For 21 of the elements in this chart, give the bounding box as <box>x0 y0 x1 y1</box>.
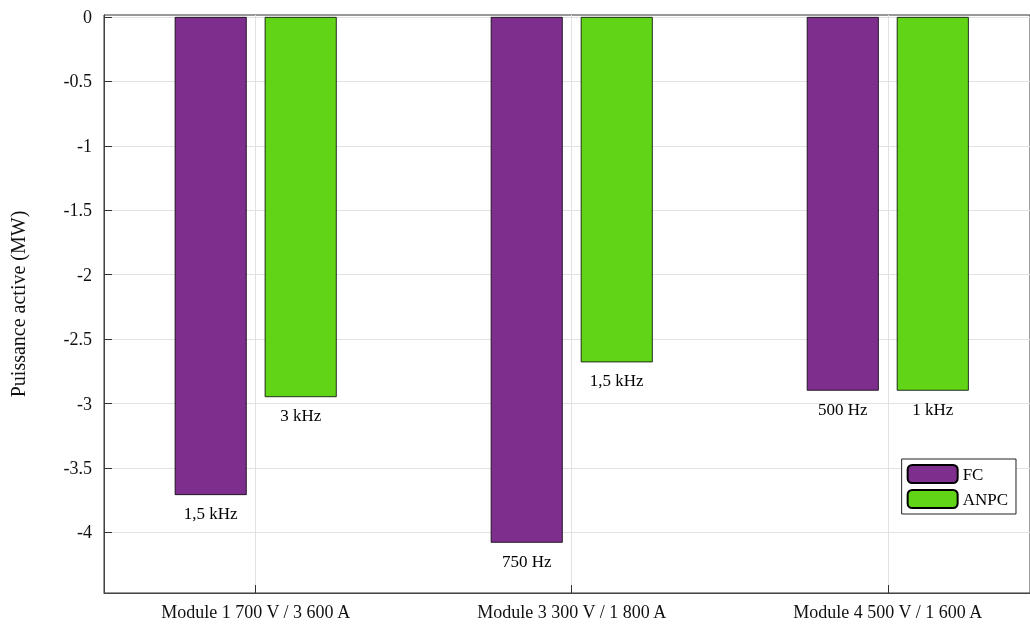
y-tick-label: -2 <box>77 264 92 285</box>
y-tick-label: -3.5 <box>63 457 92 478</box>
x-tick-label: Module 1 700 V / 3 600 A <box>161 602 351 622</box>
annotation: 750 Hz <box>501 551 552 571</box>
annotation: 1 kHz <box>912 399 954 419</box>
legend-label: FC <box>962 464 984 484</box>
annotation: 3 kHz <box>280 406 322 426</box>
x-tick-label: Module 4 500 V / 1 600 A <box>793 602 983 622</box>
annotation: 1,5 kHz <box>183 504 239 524</box>
y-tick-label: 0 <box>83 6 92 27</box>
annotation: 500 Hz <box>817 399 869 419</box>
y-axis-title: Puissance active (MW) <box>7 210 30 398</box>
legend-label: ANPC <box>962 489 1009 509</box>
y-tick-label: -2.5 <box>63 329 92 350</box>
y-tick-label: -3 <box>77 393 92 414</box>
y-tick-label: -1.5 <box>63 200 92 221</box>
y-tick-label: -0.5 <box>63 71 92 92</box>
y-tick-label: -1 <box>77 135 92 156</box>
x-tick-label: Module 3 300 V / 1 800 A <box>477 602 667 622</box>
annotation: 1,5 kHz <box>589 371 645 391</box>
y-tick-label: -4 <box>77 522 92 543</box>
